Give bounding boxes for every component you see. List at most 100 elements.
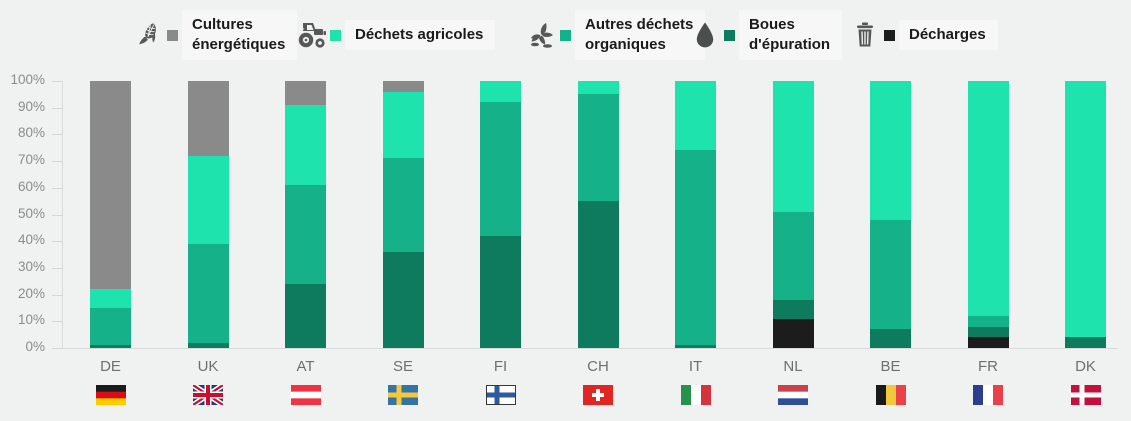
y-axis-label: 60% bbox=[17, 178, 45, 194]
bar-segment-SE bbox=[382, 91, 424, 159]
x-axis-label-FI: FI bbox=[493, 358, 508, 375]
bar-segment-SE bbox=[382, 81, 424, 92]
bar-segment-FI bbox=[480, 102, 521, 236]
bar-DE bbox=[90, 81, 131, 348]
bar-NL bbox=[772, 81, 814, 348]
bar-segment-DK bbox=[1065, 81, 1106, 338]
y-axis-tick bbox=[52, 161, 62, 163]
legend-label-line: Décharges bbox=[909, 25, 986, 43]
y-axis-tick bbox=[52, 241, 62, 243]
legend-label-agricoles: Déchets agricoles bbox=[345, 19, 496, 51]
flag-FR bbox=[973, 385, 1003, 405]
bar-segment-NL bbox=[772, 318, 814, 348]
flag-DE bbox=[95, 385, 126, 405]
legend-label-autres: Autres déchets organiques bbox=[575, 9, 706, 61]
bar-segment-IT bbox=[675, 345, 716, 348]
legend-item-dechets-agricoles: Déchets agricoles bbox=[294, 8, 496, 62]
bar-segment-FR bbox=[967, 315, 1009, 327]
legend-label-line: d'épuration bbox=[749, 35, 831, 53]
y-axis-tick bbox=[52, 321, 62, 323]
legend-label-line: énergétiques bbox=[192, 35, 286, 53]
bar-UK bbox=[187, 81, 229, 348]
x-axis-label-AT: AT bbox=[296, 358, 315, 375]
bar-segment-IT bbox=[675, 150, 716, 346]
bar-segment-AT bbox=[285, 283, 326, 348]
legend-label-line: Boues bbox=[749, 15, 795, 33]
corn-icon bbox=[131, 18, 165, 52]
legend-item-autres-dechets: Autres déchets organiques bbox=[524, 8, 706, 62]
legend-label-cultures: Cultures énergétiques bbox=[182, 9, 298, 61]
bar-segment-DE bbox=[90, 81, 131, 290]
x-axis-line bbox=[62, 348, 1118, 349]
bar-FR bbox=[967, 81, 1009, 348]
y-axis-tick bbox=[52, 187, 62, 189]
y-axis-tick bbox=[52, 267, 62, 269]
bar-segment-UK bbox=[187, 243, 229, 343]
x-axis-label-NL: NL bbox=[783, 358, 803, 375]
y-axis-label: 30% bbox=[17, 258, 45, 274]
bar-segment-DE bbox=[90, 345, 131, 348]
x-axis-label-DK: DK bbox=[1075, 358, 1096, 375]
flag-BE bbox=[875, 385, 906, 405]
trash-icon bbox=[848, 18, 882, 52]
bar-FI bbox=[480, 81, 521, 348]
y-axis-label: 10% bbox=[17, 312, 45, 328]
flag-CH bbox=[583, 385, 613, 405]
bar-IT bbox=[675, 81, 716, 348]
bar-segment-DE bbox=[90, 307, 131, 346]
y-axis-label: 70% bbox=[17, 152, 45, 168]
bar-segment-BE bbox=[870, 81, 911, 220]
bar-segment-NL bbox=[772, 211, 814, 300]
bar-segment-FR bbox=[967, 326, 1009, 338]
flag-UK bbox=[193, 385, 223, 405]
legend-swatch-agricoles bbox=[330, 29, 341, 41]
x-axis-label-SE: SE bbox=[392, 358, 413, 375]
bar-segment-NL bbox=[772, 81, 814, 212]
bar-segment-AT bbox=[285, 185, 326, 284]
bar-segment-SE bbox=[382, 158, 424, 252]
y-axis-tick bbox=[52, 294, 62, 296]
bar-segment-UK bbox=[187, 155, 229, 244]
x-axis-label-CH: CH bbox=[587, 358, 609, 375]
legend-item-decharges: Décharges bbox=[848, 8, 998, 62]
legend-label-decharges: Décharges bbox=[899, 19, 998, 51]
organic-waste-icon bbox=[524, 18, 558, 52]
bar-DK bbox=[1065, 81, 1106, 348]
y-axis-label: 80% bbox=[17, 125, 45, 141]
droplet-icon bbox=[688, 18, 722, 52]
bar-segment-AT bbox=[285, 81, 326, 106]
flag-AT bbox=[290, 385, 321, 405]
bar-SE bbox=[382, 81, 424, 348]
x-axis-label-UK: UK bbox=[197, 358, 219, 375]
bar-segment-IT bbox=[675, 81, 716, 151]
bar-segment-FR bbox=[967, 337, 1009, 348]
y-axis-line bbox=[62, 81, 63, 349]
legend-swatch-boues bbox=[724, 29, 735, 41]
bar-segment-CH bbox=[577, 201, 619, 348]
bar-segment-UK bbox=[187, 342, 229, 348]
legend-label-boues: Boues d'épuration bbox=[739, 9, 843, 61]
y-axis-tick bbox=[52, 134, 62, 136]
y-axis-label: 50% bbox=[17, 205, 45, 221]
flag-SE bbox=[388, 385, 418, 405]
y-axis-tick bbox=[52, 107, 62, 109]
bar-segment-CH bbox=[577, 81, 619, 95]
legend-item-boues: Boues d'épuration bbox=[688, 8, 843, 62]
bar-segment-DE bbox=[90, 289, 131, 308]
bar-segment-BE bbox=[870, 329, 911, 348]
bar-segment-FR bbox=[967, 81, 1009, 316]
bar-segment-SE bbox=[382, 251, 424, 348]
bar-segment-UK bbox=[187, 81, 229, 156]
flag-IT bbox=[680, 385, 711, 405]
y-axis-label: 90% bbox=[17, 98, 45, 114]
legend-swatch-cultures bbox=[167, 29, 178, 41]
bar-segment-FI bbox=[480, 235, 521, 348]
x-axis-label-FR: FR bbox=[978, 358, 998, 375]
legend-label-line: organiques bbox=[585, 35, 666, 53]
bar-segment-NL bbox=[772, 299, 814, 319]
bar-segment-BE bbox=[870, 219, 911, 330]
bar-BE bbox=[870, 81, 911, 348]
y-axis-tick bbox=[52, 81, 62, 82]
